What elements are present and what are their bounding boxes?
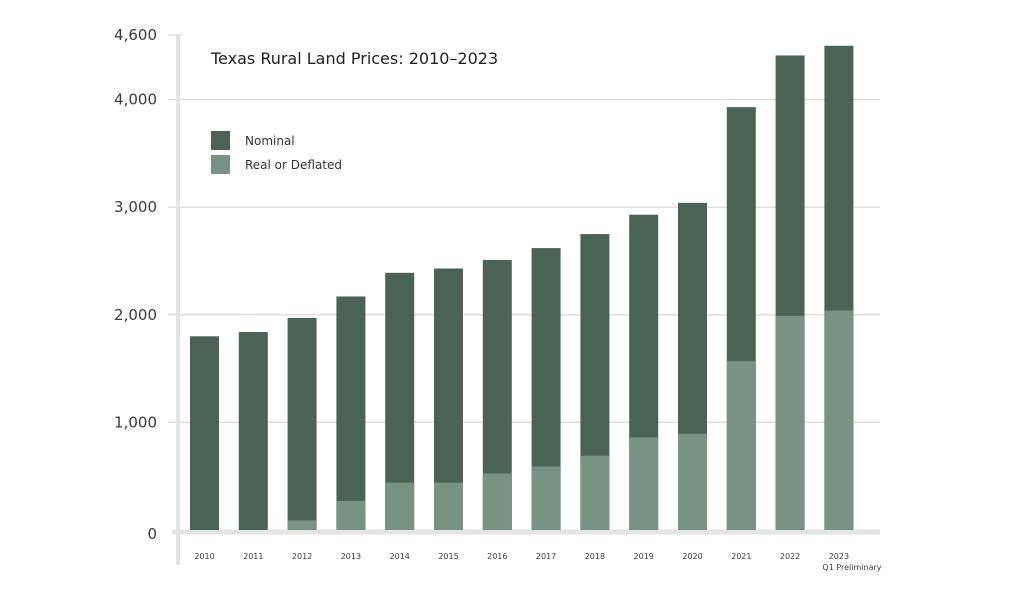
x-tick-label: 2018	[585, 552, 605, 561]
bar-real-2016	[482, 473, 512, 530]
legend-swatch-nominal	[211, 131, 230, 150]
bars	[190, 45, 854, 531]
bar-real-2023	[824, 310, 854, 530]
bar-real-2019	[629, 437, 659, 530]
gridlines	[168, 34, 880, 423]
x-tick-label: 2021	[731, 552, 751, 561]
bar-real-2021	[726, 361, 756, 530]
bar-nominal-2010	[190, 336, 219, 530]
bar-nominal-2013	[336, 296, 366, 530]
x-tick-label: 2016	[487, 552, 507, 561]
x-tick-label: 2017	[536, 552, 556, 561]
y-tick-label: 4,600	[114, 26, 157, 44]
x-tick-label: 2010	[194, 552, 214, 561]
bar-real-2012	[287, 520, 317, 530]
y-tick-labels: 0 1,000 2,000 3,000 4,000 4,600	[114, 26, 157, 543]
y-tick-label: 3,000	[114, 198, 157, 216]
x-tick-labels: 2010 2011 2012 2013 2014 2015 2016 2017 2018 2019…	[194, 552, 881, 572]
x-tick-label: 2014	[390, 552, 410, 561]
legend: Nominal Real or Deflated	[211, 131, 342, 174]
x-tick-label: 2019	[634, 552, 654, 561]
y-tick-label: 4,000	[114, 91, 157, 109]
bar-real-2017	[531, 466, 561, 530]
bar-real-2015	[434, 482, 463, 530]
x-tick-label: 2015	[438, 552, 458, 561]
bar-nominal-2012	[287, 318, 317, 530]
bar-real-2022	[775, 315, 805, 530]
y-tick-label: 0	[147, 525, 157, 543]
x-tick-sublabel: Q1 Preliminary	[822, 563, 881, 572]
x-tick-label: 2013	[341, 552, 361, 561]
bar-real-2020	[678, 433, 707, 530]
x-tick-label: 2011	[243, 552, 263, 561]
y-tick-label: 2,000	[114, 306, 157, 324]
bar-real-2018	[580, 455, 610, 530]
legend-label-nominal: Nominal	[245, 134, 295, 148]
bar-real-2013	[336, 500, 366, 530]
chart-title: Texas Rural Land Prices: 2010–2023	[210, 49, 498, 68]
legend-swatch-real	[211, 155, 230, 174]
x-tick-label: 2022	[780, 552, 800, 561]
x-tick-label: 2023	[829, 552, 849, 561]
bar-real-2014	[385, 482, 415, 530]
y-tick-label: 1,000	[114, 413, 157, 431]
bar-nominal-2011	[238, 332, 268, 530]
x-tick-label: 2012	[292, 552, 312, 561]
legend-label-real: Real or Deflated	[245, 158, 342, 172]
axes	[172, 35, 880, 565]
x-tick-label: 2020	[682, 552, 702, 561]
